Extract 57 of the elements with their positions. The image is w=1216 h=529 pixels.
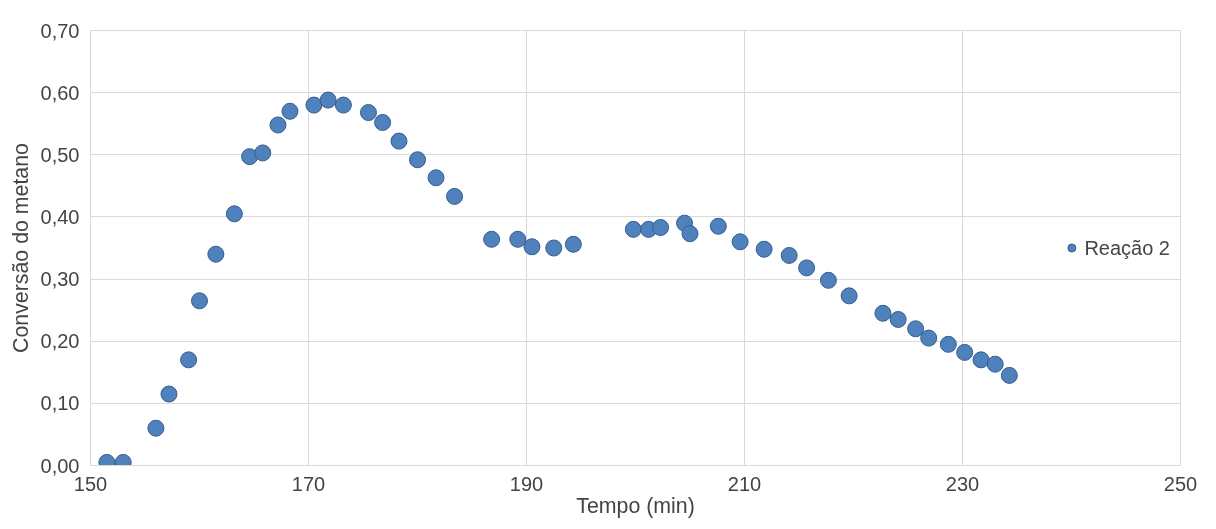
point	[755, 240, 773, 258]
point	[840, 287, 858, 305]
point	[780, 246, 798, 264]
point	[731, 233, 749, 251]
point	[509, 230, 527, 248]
y-tick-label: 0,50	[40, 143, 80, 166]
legend-label: Reação 2	[1084, 236, 1170, 259]
x-tick-label: 170	[291, 472, 326, 495]
y-tick-label: 0,20	[40, 330, 80, 353]
point	[798, 259, 816, 277]
point	[427, 169, 445, 187]
point	[319, 91, 337, 109]
point	[819, 271, 837, 289]
point	[147, 419, 165, 437]
point	[191, 292, 208, 310]
y-tick-label: 0,10	[40, 392, 80, 415]
point	[359, 104, 377, 122]
y-tick-label: 0,40	[40, 205, 80, 228]
point	[889, 310, 907, 328]
point	[269, 116, 287, 134]
point	[409, 151, 426, 169]
point	[1000, 366, 1018, 384]
point	[956, 343, 974, 361]
point	[305, 96, 323, 114]
point	[207, 245, 225, 263]
x-axis-title: Tempo (min)	[576, 493, 695, 518]
point	[523, 238, 541, 256]
point	[907, 320, 925, 338]
point	[334, 96, 352, 114]
point	[225, 205, 243, 223]
point	[972, 351, 990, 369]
x-tick-label: 190	[509, 472, 544, 495]
point	[920, 329, 938, 347]
y-tick-label: 0,60	[40, 81, 80, 104]
point	[545, 239, 563, 257]
point	[483, 230, 501, 248]
point	[624, 220, 642, 238]
point	[939, 335, 957, 353]
point	[254, 144, 272, 162]
point	[709, 217, 727, 235]
y-tick-label: 0,70	[40, 19, 80, 42]
point	[652, 219, 670, 236]
x-tick-label: 210	[727, 472, 762, 495]
point	[374, 113, 392, 131]
x-tick-label: 230	[945, 472, 980, 495]
point	[446, 187, 464, 205]
point	[390, 132, 408, 150]
point	[986, 355, 1004, 373]
y-tick-label: 0,30	[40, 268, 80, 291]
point	[874, 304, 892, 322]
point	[564, 235, 582, 253]
point	[160, 385, 178, 403]
point	[281, 102, 299, 120]
y-axis-title: Conversão do metano	[8, 143, 33, 353]
point	[180, 351, 198, 369]
x-tick-label: 250	[1163, 472, 1198, 495]
point	[681, 225, 699, 243]
